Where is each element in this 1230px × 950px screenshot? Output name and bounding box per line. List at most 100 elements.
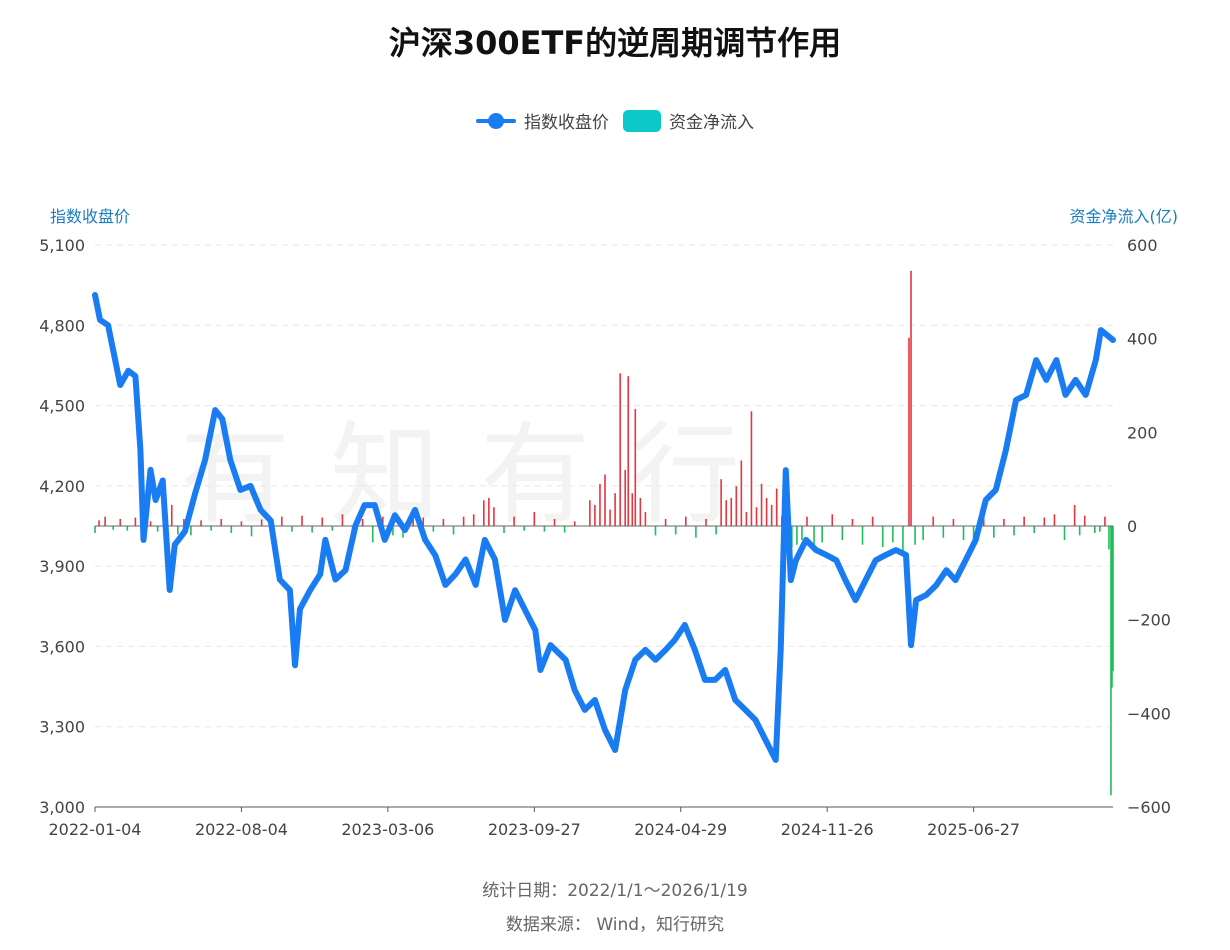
flow-bar <box>644 511 647 526</box>
flow-bar <box>609 509 611 526</box>
flow-bar <box>755 507 758 526</box>
flow-bar <box>1033 526 1036 534</box>
flow-bar <box>775 488 778 526</box>
flow-bar <box>281 516 283 526</box>
x-tick-label: 2022-08-04 <box>195 820 288 839</box>
legend-item-flow[interactable]: 资金净流入 <box>623 108 754 133</box>
flow-bar <box>1053 514 1056 526</box>
flow-bar <box>488 497 490 526</box>
flow-bar <box>361 518 364 526</box>
flow-bar <box>851 518 854 526</box>
flow-bar <box>1043 517 1046 526</box>
flow-bar <box>821 526 823 543</box>
flow-bar <box>962 526 965 541</box>
flow-bar <box>126 526 129 531</box>
flow-bar <box>634 408 637 526</box>
flow-bar <box>770 504 773 526</box>
flow-bar <box>1063 526 1066 541</box>
flow-bar <box>993 526 995 538</box>
flow-bar <box>573 521 576 526</box>
data-source: 数据来源： Wind，知行研究 <box>505 915 725 935</box>
flow-bar <box>725 500 728 526</box>
right-tick-label: 400 <box>1127 330 1158 349</box>
flow-bar <box>210 526 212 531</box>
flow-bar <box>94 526 96 534</box>
flow-bar <box>1111 526 1113 688</box>
flow-bar <box>1099 526 1101 532</box>
flow-bar <box>604 474 606 526</box>
flow-bar <box>472 514 475 526</box>
flow-bar <box>291 526 293 532</box>
bar-marker-icon <box>623 109 661 132</box>
flow-bar <box>1023 516 1025 526</box>
flow-bar <box>311 526 313 533</box>
left-tick-label: 3,600 <box>39 637 85 656</box>
flow-bar <box>452 526 455 535</box>
flow-bar <box>932 516 935 526</box>
flow-bar <box>624 469 627 526</box>
flow-bar <box>250 526 253 537</box>
flow-bar <box>553 518 556 526</box>
flow-bar <box>104 516 106 526</box>
index-close-line <box>92 292 1116 763</box>
flow-bar <box>654 526 657 536</box>
flow-bar <box>200 520 202 526</box>
flow-bar <box>765 497 768 526</box>
flow-bar <box>220 518 223 526</box>
flow-bar <box>813 526 815 550</box>
flow-bar <box>98 520 100 526</box>
flow-bar <box>493 507 495 526</box>
legend-item-index[interactable]: 指数收盘价 <box>476 108 609 133</box>
flow-bar <box>112 526 114 530</box>
flow-bar <box>806 516 808 526</box>
flow-bar <box>513 516 515 526</box>
flow-bar <box>422 517 425 526</box>
flow-bar <box>871 516 874 526</box>
flow-bar <box>614 493 616 526</box>
flow-bar <box>371 526 374 543</box>
flow-bar <box>503 526 505 534</box>
flow-bar <box>910 270 912 526</box>
chart-plot: 3,000 3,300 3,600 3,900 4,200 4,500 4,800 5,100… <box>39 236 1171 839</box>
x-tick-label: 2023-09-27 <box>488 820 581 839</box>
left-tick-label: 4,800 <box>39 316 85 335</box>
flow-bar <box>523 526 526 531</box>
flow-bar <box>914 526 916 545</box>
flow-bar <box>861 526 864 545</box>
flow-bar <box>156 526 159 532</box>
flow-bar <box>1110 526 1112 796</box>
flow-bar <box>392 526 394 536</box>
flow-bar <box>1073 504 1076 526</box>
flow-bar <box>715 526 717 535</box>
right-axis-title: 资金净流入(亿) <box>1069 207 1179 226</box>
x-tick-label: 2024-04-29 <box>634 820 727 839</box>
flow-bar <box>589 500 591 526</box>
flow-bar <box>881 526 884 548</box>
flow-bar <box>952 518 955 526</box>
flow-bar <box>134 517 137 526</box>
legend-label: 资金净流入 <box>669 113 754 133</box>
flow-bar <box>1094 526 1096 534</box>
left-tick-label: 3,300 <box>39 718 85 737</box>
flow-bar <box>735 486 738 526</box>
right-tick-label: −400 <box>1127 704 1171 723</box>
flow-bar <box>462 516 465 526</box>
flow-bar <box>892 526 894 543</box>
x-tick-label: 2022-01-04 <box>49 820 142 839</box>
flow-bar <box>902 526 904 552</box>
flow-bar <box>674 526 677 535</box>
flow-bar <box>119 518 122 526</box>
flow-bar <box>260 519 263 526</box>
x-tick-label: 2024-11-26 <box>781 820 874 839</box>
flow-bar <box>483 500 485 526</box>
flow-bar <box>627 376 630 526</box>
legend-label: 指数收盘价 <box>524 113 609 133</box>
left-tick-label: 3,900 <box>39 557 85 576</box>
flow-bar <box>750 411 753 526</box>
flow-bar <box>341 514 344 526</box>
right-tick-label: 0 <box>1127 517 1137 536</box>
right-tick-label: 200 <box>1127 423 1158 442</box>
chart-title: 沪深300ETF的逆周期调节作用 <box>388 24 842 62</box>
right-tick-label: −200 <box>1127 611 1171 630</box>
flow-bar <box>796 526 798 545</box>
